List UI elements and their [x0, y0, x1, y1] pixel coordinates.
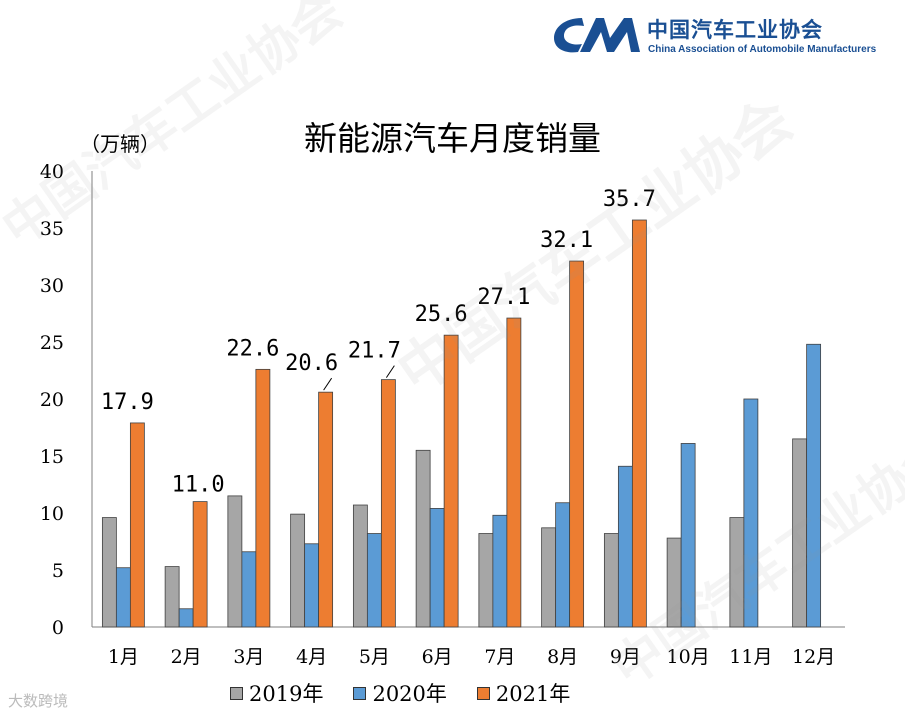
bar-2021-5 — [380, 379, 396, 628]
legend-item-2019: 2019年 — [230, 678, 323, 708]
bar-2020-4 — [304, 543, 320, 628]
x-tick-label: 6月 — [422, 646, 453, 668]
bar-2019-10 — [666, 537, 682, 628]
data-label-2021-2: 11.0 — [172, 473, 225, 498]
x-tick-label: 7月 — [484, 646, 515, 668]
x-tick-label: 10月 — [667, 646, 710, 668]
bar-2019-4 — [290, 513, 306, 628]
bar-2020-2 — [178, 608, 194, 628]
bar-2020-11 — [743, 398, 759, 628]
bar-2020-3 — [241, 551, 257, 628]
legend-item-2020: 2020年 — [353, 678, 447, 708]
caam-logo: 中国汽车工业协会 China Association of Automobile… — [552, 12, 897, 62]
bar-2019-5 — [352, 504, 368, 628]
legend-label-2020: 2020年 — [372, 682, 447, 706]
x-tick-label: 2月 — [171, 646, 202, 668]
data-labels: 17.9 11.0 22.620.6 21.7 25.6 27.1 32.1 35.7 — [101, 187, 656, 498]
y-axis-unit-label: （万辆） — [80, 132, 160, 156]
x-tick-label: 11月 — [729, 646, 772, 668]
legend-swatch-2020 — [353, 686, 367, 700]
bar-2019-7 — [478, 533, 494, 628]
bar-2021-6 — [443, 334, 459, 628]
bar-2020-7 — [492, 514, 508, 628]
x-tick-label: 3月 — [233, 646, 264, 668]
y-tick-label: 5 — [52, 560, 64, 582]
bar-2021-3 — [255, 368, 271, 628]
x-tick-label: 12月 — [792, 646, 835, 668]
bars — [101, 219, 822, 628]
bar-2021-2 — [192, 501, 208, 628]
bar-2020-9 — [617, 465, 633, 628]
bar-2019-3 — [227, 495, 243, 628]
bar-2020-8 — [555, 502, 571, 628]
y-tick-label: 25 — [40, 332, 64, 354]
x-tick-label: 5月 — [359, 646, 390, 668]
data-label-2021-7: 27.1 — [477, 285, 530, 310]
logo-name-cn: 中国汽车工业协会 — [647, 18, 823, 42]
bar-2020-12 — [806, 343, 822, 628]
bar-2019-11 — [729, 517, 745, 628]
bar-2020-6 — [429, 508, 445, 628]
legend-label-2019: 2019年 — [249, 682, 324, 706]
bar-2021-7 — [506, 317, 522, 628]
x-tick-label: 9月 — [610, 646, 641, 668]
data-label-2021-9: 35.7 — [603, 187, 656, 212]
data-label-2021-8: 32.1 — [540, 228, 593, 253]
data-label-leader — [323, 377, 333, 391]
data-label-2021-1: 17.9 — [101, 390, 154, 415]
data-label-2021-5: 21.7 — [348, 339, 401, 364]
caam-logo-icon — [554, 18, 640, 53]
bar-2020-1 — [115, 567, 131, 628]
bar-2019-12 — [792, 438, 808, 628]
y-tick-label: 15 — [40, 446, 64, 468]
bar-2021-9 — [631, 219, 647, 628]
x-tick-label: 8月 — [547, 646, 578, 668]
bar-2019-2 — [164, 566, 180, 628]
bar-2021-8 — [569, 260, 585, 628]
data-label-2021-4: 20.6 — [285, 351, 338, 376]
legend: 2019年 2020年 2021年 — [230, 678, 570, 708]
data-label-leader — [385, 365, 395, 378]
legend-swatch-2019 — [230, 686, 243, 700]
y-tick-label: 35 — [40, 218, 64, 240]
bar-2020-10 — [680, 443, 696, 628]
data-label-2021-6: 25.6 — [415, 302, 468, 327]
x-tick-label: 1月 — [108, 646, 139, 668]
y-tick-label: 30 — [40, 275, 64, 297]
data-label-2021-3: 22.6 — [226, 336, 279, 361]
bar-2019-6 — [415, 449, 431, 628]
watermark-brand: 大数跨境 — [8, 692, 69, 710]
legend-label-2021: 2021年 — [495, 682, 571, 706]
x-tick-label: 4月 — [296, 646, 327, 668]
bar-2019-8 — [541, 527, 557, 628]
legend-swatch-2021 — [476, 686, 490, 700]
bar-2021-1 — [129, 422, 145, 628]
y-tick-label: 20 — [40, 389, 64, 411]
legend-item-2021: 2021年 — [476, 678, 571, 708]
bar-2019-1 — [101, 517, 117, 628]
logo-name-en: China Association of Automobile Manufact… — [648, 44, 877, 55]
axes: 0 5 10 15 20 25 30 35 40 1月 2月 3月 4月 5月 6月 7月 8月 9月 10月 11月… — [40, 161, 845, 668]
bar-2019-9 — [603, 533, 619, 628]
y-tick-label: 40 — [40, 161, 64, 183]
bar-2021-4 — [318, 391, 334, 628]
y-tick-label: 10 — [40, 503, 64, 525]
y-tick-label: 0 — [52, 617, 64, 639]
bar-2020-5 — [366, 533, 382, 628]
chart-title: 新能源汽车月度销量 — [304, 119, 601, 158]
